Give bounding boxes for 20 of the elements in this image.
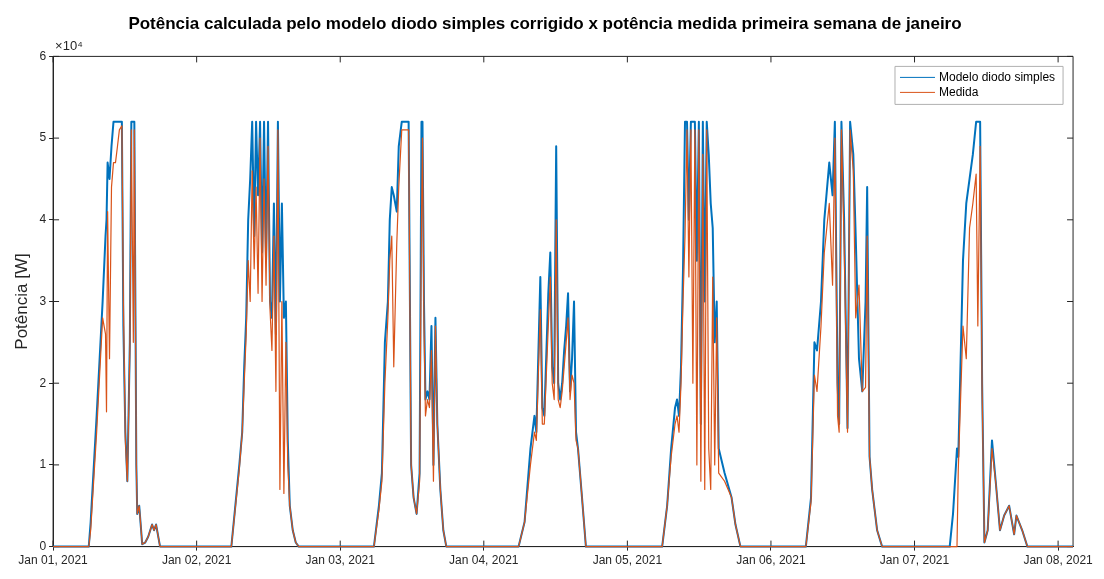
x-tick-label: Jan 04, 2021 — [449, 553, 519, 568]
x-tick-label: Jan 05, 2021 — [592, 553, 663, 568]
y-tick-label: 2 — [39, 375, 47, 390]
y-tick-label: 5 — [39, 130, 47, 145]
legend-label: Modelo diodo simples — [938, 69, 1056, 84]
y-axis-title: Potência [W] — [11, 253, 31, 350]
y-tick-label: 0 — [39, 538, 47, 553]
x-tick-label: Jan 03, 2021 — [305, 553, 376, 568]
y-tick-label: 1 — [39, 457, 47, 472]
y-tick-label: 4 — [39, 212, 47, 227]
legend-label: Medida — [938, 84, 979, 99]
y-tick-label: 6 — [39, 48, 47, 63]
x-tick-label: Jan 06, 2021 — [736, 553, 806, 568]
x-tick-label: Jan 07, 2021 — [879, 553, 950, 568]
x-tick-label: Jan 02, 2021 — [161, 553, 232, 568]
x-tick-label: Jan 08, 2021 — [1023, 553, 1094, 568]
x-tick-label: Jan 01, 2021 — [18, 553, 89, 568]
y-tick-label: 3 — [39, 293, 47, 308]
text: ×10⁴ — [55, 38, 83, 54]
chart-title: Potência calculada pelo modelo diodo simples corrigido x potência medida primeira semana de janeiro — [128, 13, 962, 33]
